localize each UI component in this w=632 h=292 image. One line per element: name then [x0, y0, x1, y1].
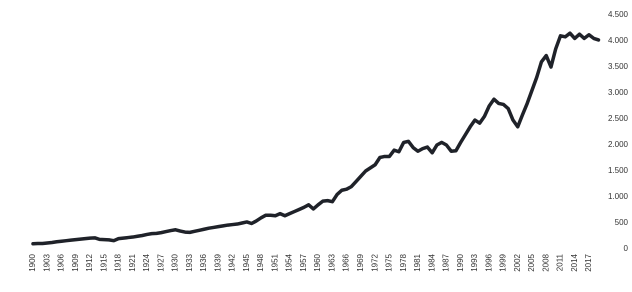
- data-line: [31, 31, 601, 246]
- y-tick-label: 3.000: [608, 88, 629, 97]
- x-tick-label: 1969: [356, 253, 365, 271]
- x-tick-label: 1957: [299, 253, 308, 271]
- x-tick-label: 1981: [413, 253, 422, 271]
- x-tick-label: 1975: [385, 253, 394, 271]
- y-tick-label: 0: [624, 244, 629, 253]
- x-tick-label: 1903: [42, 253, 51, 271]
- x-tick-label: 2002: [513, 253, 522, 271]
- x-tick-label: 1990: [456, 253, 465, 271]
- y-tick-label: 3.500: [608, 62, 629, 71]
- x-tick-label: 1921: [128, 253, 137, 271]
- x-tick-label: 1936: [199, 253, 208, 271]
- x-tick-label: 1945: [242, 253, 251, 271]
- x-tick-label: 1960: [313, 253, 322, 271]
- x-tick-label: 1987: [442, 253, 451, 271]
- x-tick-label: 1993: [470, 253, 479, 271]
- x-tick-label: 1930: [171, 253, 180, 271]
- y-tick-label: 1.500: [608, 166, 629, 175]
- x-tick-label: 2014: [570, 253, 579, 271]
- x-tick-label: 1948: [256, 253, 265, 271]
- x-tick-label: 1918: [114, 253, 123, 271]
- x-tick-label: 1984: [427, 253, 436, 271]
- y-tick-label: 2.500: [608, 114, 629, 123]
- x-tick-label: 1951: [270, 253, 279, 271]
- y-tick-label: 1.000: [608, 192, 629, 201]
- x-tick-label: 1900: [28, 253, 37, 271]
- x-tick-label: 1996: [484, 253, 493, 271]
- x-tick-label: 1999: [499, 253, 508, 271]
- x-tick-label: 1978: [399, 253, 408, 271]
- x-tick-label: 1972: [370, 253, 379, 271]
- x-tick-label: 1942: [228, 253, 237, 271]
- x-tick-label: 1966: [342, 253, 351, 271]
- x-tick-label: 1954: [285, 253, 294, 271]
- x-tick-label: 1927: [156, 253, 165, 271]
- y-tick-label: 4.500: [608, 10, 629, 19]
- y-tick-label: 500: [615, 218, 629, 227]
- x-tick-label: 1939: [213, 253, 222, 271]
- x-tick-label: 2011: [556, 253, 565, 271]
- x-tick-label: 2008: [541, 253, 550, 271]
- y-tick-label: 2.000: [608, 140, 629, 149]
- x-tick-label: 1909: [71, 253, 80, 271]
- x-tick-label: 1963: [327, 253, 336, 271]
- x-tick-label: 1912: [85, 253, 94, 271]
- x-tick-label: 1933: [185, 253, 194, 271]
- x-tick-label: 1915: [99, 253, 108, 271]
- x-tick-label: 1924: [142, 253, 151, 271]
- x-tick-label: 1906: [57, 253, 66, 271]
- y-tick-label: 4.000: [608, 36, 629, 45]
- x-tick-label: 2005: [527, 253, 536, 271]
- x-tick-label: 2017: [584, 253, 593, 271]
